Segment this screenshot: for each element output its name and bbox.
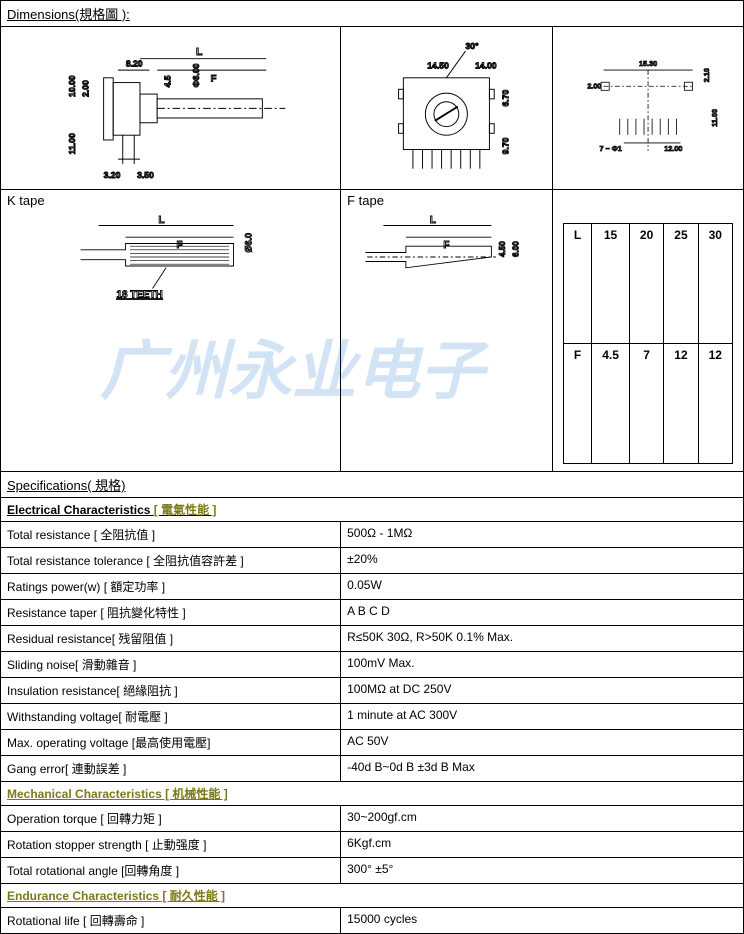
spec-param: Total resistance [ 全阻抗值 ] <box>1 522 341 548</box>
k-tape-cell: K tape L F Ø6.0 18 TEETH <box>1 190 341 472</box>
k-tape-diagram: L F Ø6.0 18 TEETH <box>7 212 334 302</box>
spec-value: 100mV Max. <box>341 652 744 678</box>
spec-value: 6Kgf.cm <box>341 832 744 858</box>
svg-text:11.00: 11.00 <box>67 133 77 154</box>
specifications-header: Specifications( 規格) <box>1 472 744 498</box>
spec-value: 30~200gf.cm <box>341 806 744 832</box>
lf-r3: 12 <box>664 344 698 464</box>
mechanical-subhead: Mechanical Characteristics [ 机械性能 ] <box>1 782 744 806</box>
svg-text:2.00: 2.00 <box>587 82 601 91</box>
svg-text:Ø6.0: Ø6.0 <box>244 233 254 253</box>
spec-param: Operation torque [ 回轉力矩 ] <box>1 806 341 832</box>
spec-value: 1 minute at AC 300V <box>341 704 744 730</box>
spec-param: Gang error[ 連動誤差 ] <box>1 756 341 782</box>
svg-text:L: L <box>430 215 436 226</box>
spec-param: Rotational life [ 回轉壽命 ] <box>1 908 341 934</box>
spec-value: ±20% <box>341 548 744 574</box>
svg-text:14.50: 14.50 <box>427 60 449 70</box>
lf-h0: L <box>563 224 591 344</box>
svg-text:30°: 30° <box>466 41 480 51</box>
spec-param: Total resistance tolerance [ 全阻抗值容許差 ] <box>1 548 341 574</box>
spec-param: Total rotational angle [回轉角度 ] <box>1 858 341 884</box>
svg-text:L: L <box>159 215 165 226</box>
lf-h3: 25 <box>664 224 698 344</box>
diagram-front-view: 30° 14.50 14.00 6.70 9.70 <box>347 30 546 183</box>
datasheet-table: Dimensions(規格圖 ): L F 8.20 10.00 2.00 4.… <box>0 0 744 934</box>
lf-r1: 4.5 <box>592 344 630 464</box>
svg-text:12.00: 12.00 <box>664 144 682 153</box>
endurance-subhead: Endurance Characteristics [ 耐久性能 ] <box>1 884 744 908</box>
spec-value: A B C D <box>341 600 744 626</box>
svg-text:F: F <box>177 240 183 251</box>
svg-text:3.50: 3.50 <box>137 170 154 180</box>
spec-param: Ratings power(w) [ 額定功率 ] <box>1 574 341 600</box>
spec-value: AC 50V <box>341 730 744 756</box>
svg-text:F: F <box>211 74 217 85</box>
spec-param: Sliding noise[ 滑動雜音 ] <box>1 652 341 678</box>
svg-text:7 − Φ1: 7 − Φ1 <box>599 144 621 153</box>
svg-text:10.00: 10.00 <box>67 75 77 97</box>
dimensions-header: Dimensions(規格圖 ): <box>1 1 744 27</box>
svg-text:4.50: 4.50 <box>498 241 507 257</box>
spec-param: Residual resistance[ 残留阻值 ] <box>1 626 341 652</box>
lf-header-row: L 15 20 25 30 <box>563 224 732 344</box>
lf-table-cell: L 15 20 25 30 F 4.5 7 12 12 <box>552 190 743 472</box>
spec-value: 100MΩ at DC 250V <box>341 678 744 704</box>
lf-r0: F <box>563 344 591 464</box>
svg-text:L: L <box>196 46 203 58</box>
svg-text:8.20: 8.20 <box>126 58 143 68</box>
spec-value: R≤50K 30Ω, R>50K 0.1% Max. <box>341 626 744 652</box>
diagram-mid-cell: 30° 14.50 14.00 6.70 9.70 <box>341 27 553 190</box>
f-tape-diagram: L F 4.50 6.00 <box>347 212 546 302</box>
svg-text:15.30: 15.30 <box>639 59 657 68</box>
page-wrapper: 广州永业电子 Dimensions(規格圖 ): L F 8.20 10.00 … <box>0 0 744 934</box>
svg-text:3.20: 3.20 <box>104 170 121 180</box>
lf-h2: 20 <box>629 224 663 344</box>
lf-h4: 30 <box>698 224 732 344</box>
svg-text:6.70: 6.70 <box>501 90 511 107</box>
svg-text:Φ6.00: Φ6.00 <box>191 63 201 87</box>
svg-text:6.00: 6.00 <box>511 241 520 257</box>
lf-r2: 7 <box>629 344 663 464</box>
spec-value: -40d B~0d B ±3d B Max <box>341 756 744 782</box>
diagram-top-view: 15.30 2.10 2.00 11.00 7 − Φ1 12.00 <box>559 30 737 183</box>
lf-r4: 12 <box>698 344 732 464</box>
lf-dimension-table: L 15 20 25 30 F 4.5 7 12 12 <box>563 223 733 464</box>
f-tape-label: F tape <box>347 193 546 208</box>
spec-param: Insulation resistance[ 絕緣阻抗 ] <box>1 678 341 704</box>
spec-value: 500Ω - 1MΩ <box>341 522 744 548</box>
diagram-side-view: L F 8.20 10.00 2.00 4.5 Φ6.00 11.00 3.20… <box>7 30 334 183</box>
spec-param: Rotation stopper strength [ 止動强度 ] <box>1 832 341 858</box>
svg-text:F: F <box>443 240 449 251</box>
svg-text:4.5: 4.5 <box>163 75 173 87</box>
svg-text:14.00: 14.00 <box>475 60 497 70</box>
svg-text:9.70: 9.70 <box>501 137 511 154</box>
svg-text:11.00: 11.00 <box>710 109 719 127</box>
diagram-left-cell: L F 8.20 10.00 2.00 4.5 Φ6.00 11.00 3.20… <box>1 27 341 190</box>
f-tape-cell: F tape L F 4.50 6.00 <box>341 190 553 472</box>
spec-value: 300° ±5° <box>341 858 744 884</box>
spec-param: Max. operating voltage [最高使用電壓] <box>1 730 341 756</box>
electrical-title: Electrical Characteristics [ 電氣性能 ] <box>7 503 216 517</box>
svg-text:18 TEETH: 18 TEETH <box>117 290 163 301</box>
spec-value: 0.05W <box>341 574 744 600</box>
lf-data-row: F 4.5 7 12 12 <box>563 344 732 464</box>
diagram-right-cell: 15.30 2.10 2.00 11.00 7 − Φ1 12.00 <box>552 27 743 190</box>
spec-param: Withstanding voltage[ 耐電壓 ] <box>1 704 341 730</box>
electrical-subhead: Electrical Characteristics [ 電氣性能 ] <box>1 498 744 522</box>
k-tape-label: K tape <box>7 193 334 208</box>
spec-value: 15000 cycles <box>341 908 744 934</box>
spec-param: Resistance taper [ 阻抗變化特性 ] <box>1 600 341 626</box>
lf-h1: 15 <box>592 224 630 344</box>
svg-text:2.10: 2.10 <box>702 68 711 82</box>
svg-text:2.00: 2.00 <box>80 80 90 97</box>
